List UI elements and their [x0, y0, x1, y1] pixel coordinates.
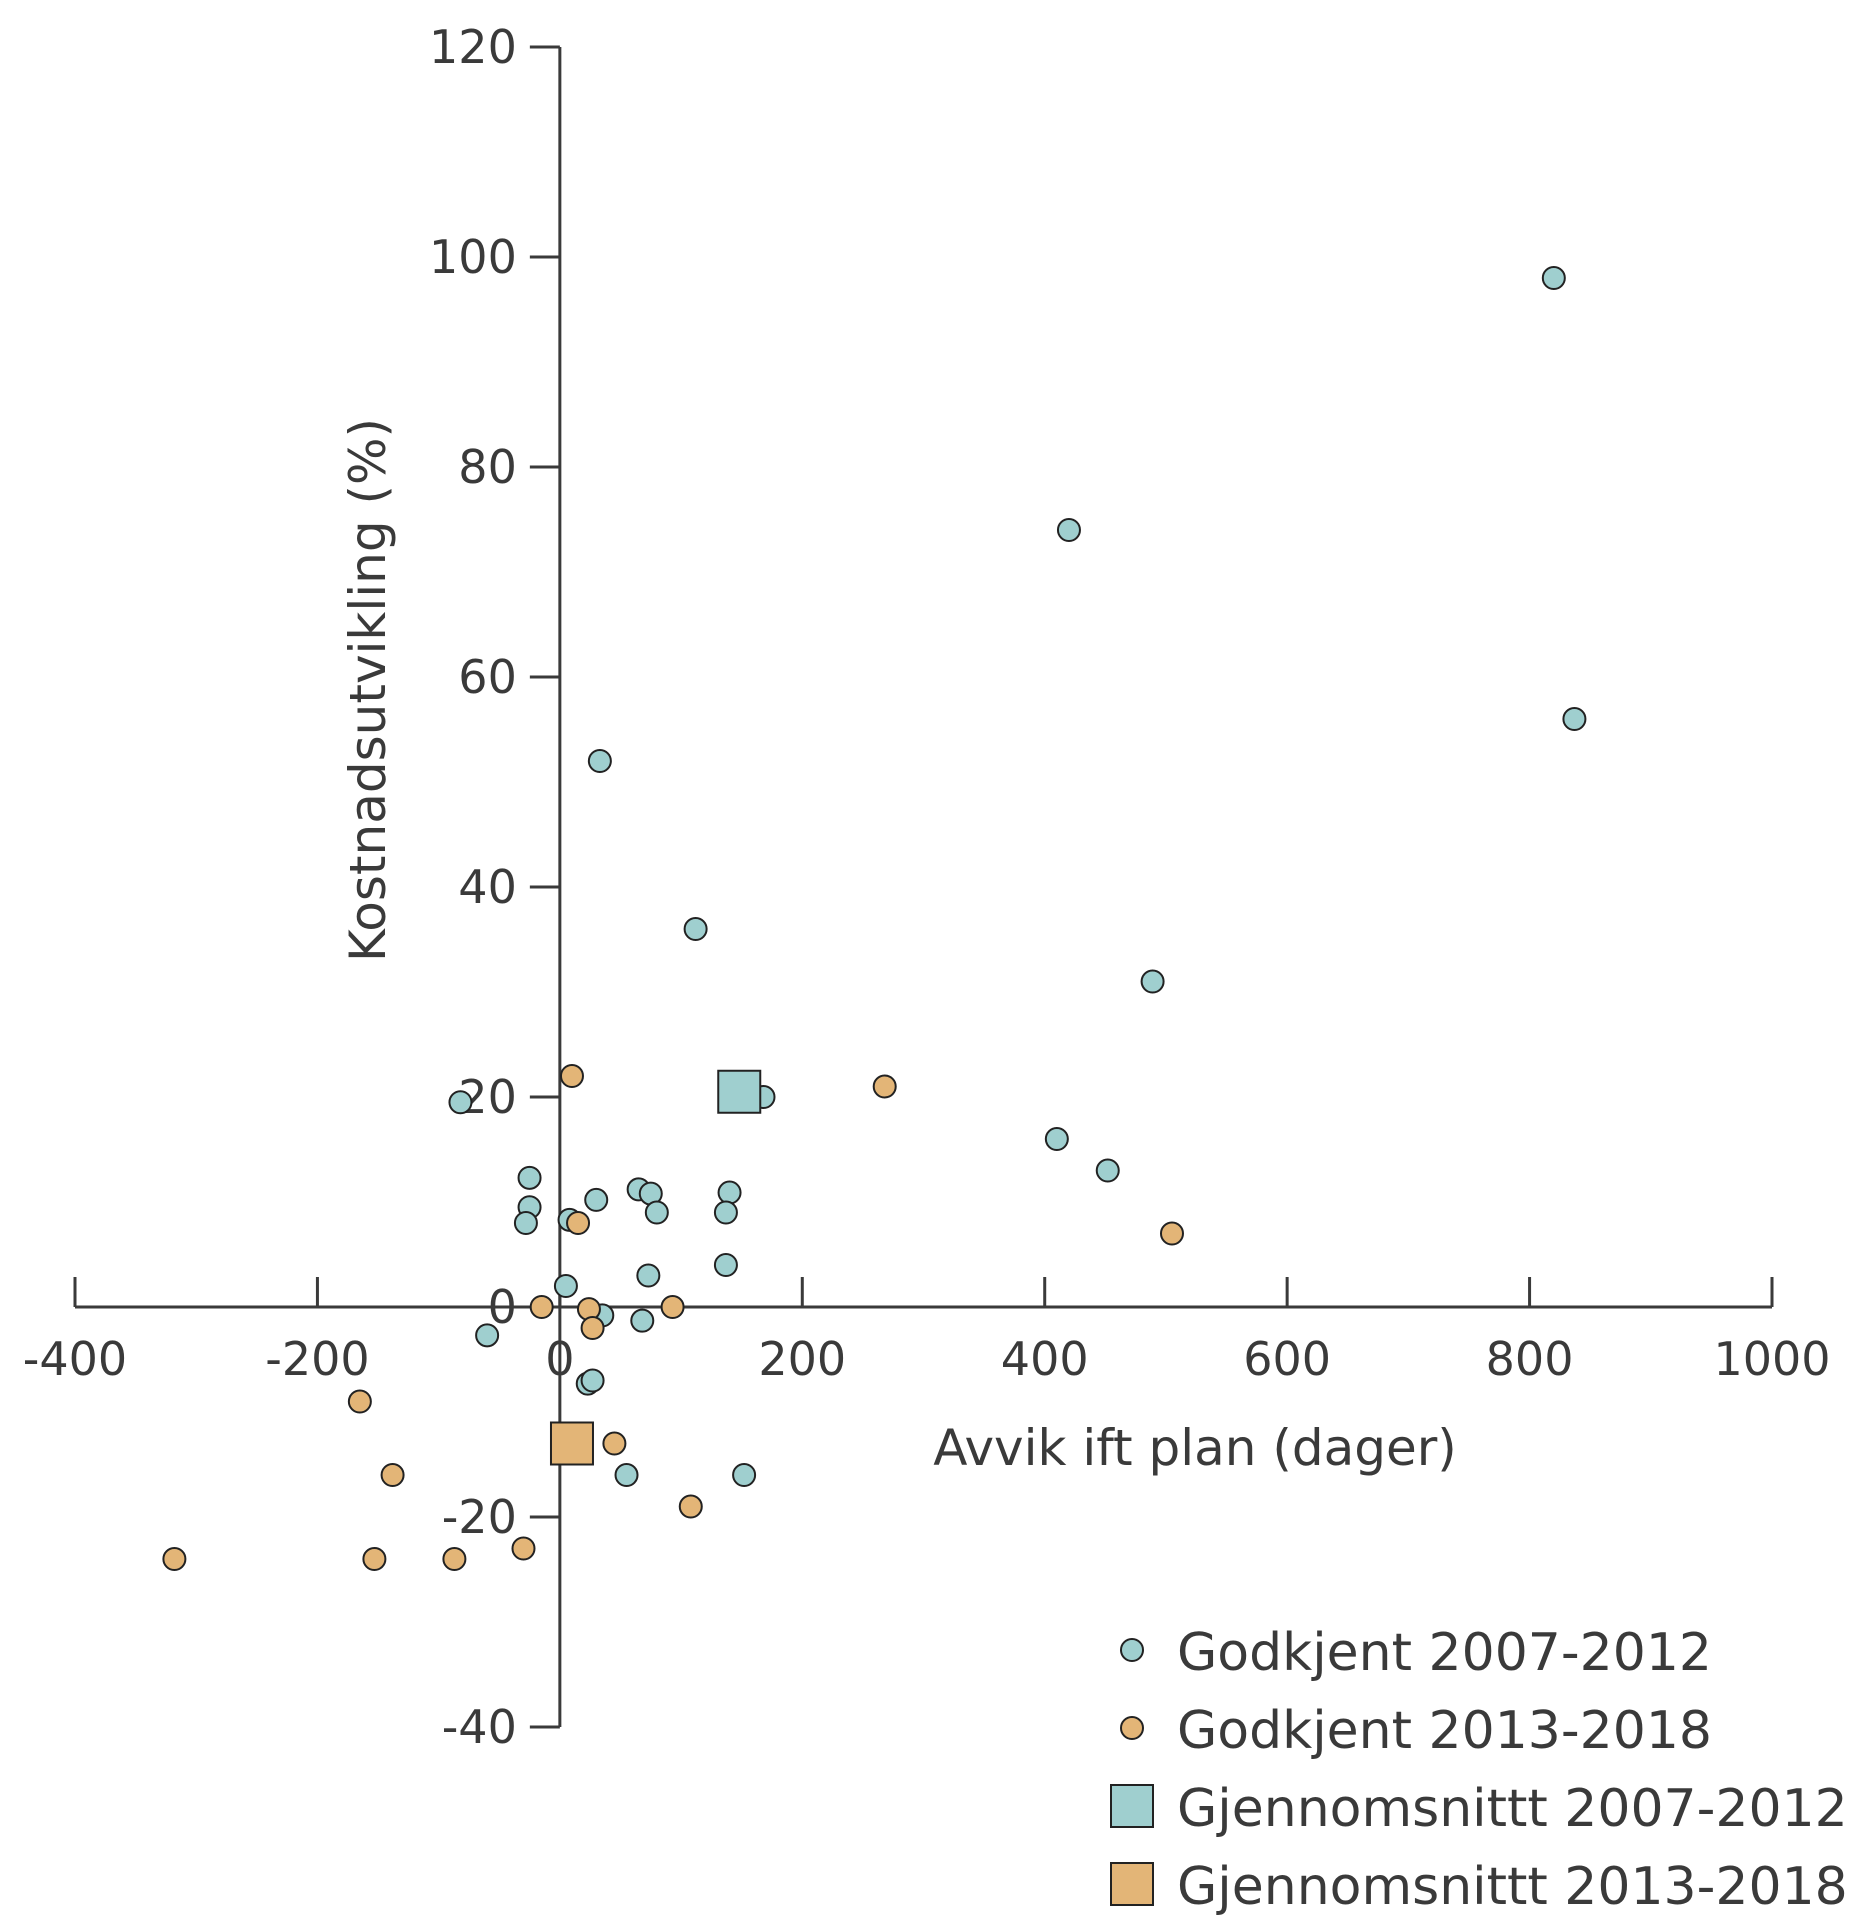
data-point — [553, 1274, 578, 1298]
x-tick-label: 800 — [1486, 1332, 1574, 1386]
legend-label: Gjennomsnittt 2007-2012 — [1177, 1779, 1848, 1839]
x-tick-label: 1000 — [1713, 1332, 1830, 1386]
data-point — [362, 1547, 387, 1571]
legend-label: Godkjent 2007-2012 — [1177, 1623, 1712, 1683]
data-point — [614, 1463, 639, 1487]
y-tick-label: 60 — [458, 650, 517, 704]
data-point — [713, 1200, 738, 1225]
y-tick-label: 40 — [458, 860, 517, 914]
legend-square-marker — [1110, 1784, 1154, 1828]
data-point — [644, 1200, 669, 1225]
data-point — [660, 1295, 685, 1319]
data-point — [1095, 1158, 1120, 1183]
x-tick-label: 600 — [1243, 1332, 1331, 1386]
x-tick-label: -200 — [265, 1332, 369, 1386]
data-point — [1159, 1221, 1184, 1246]
data-point — [162, 1547, 187, 1571]
data-point — [347, 1389, 372, 1414]
data-point — [529, 1295, 554, 1319]
data-points — [162, 266, 1587, 1571]
data-point — [1140, 969, 1165, 994]
data-point — [683, 917, 708, 941]
data-point — [475, 1323, 500, 1348]
data-point — [732, 1463, 757, 1487]
data-point — [713, 1253, 738, 1277]
data-point — [380, 1463, 405, 1487]
x-tick-label: 200 — [758, 1332, 846, 1386]
data-point — [587, 749, 612, 773]
data-point — [513, 1211, 538, 1235]
data-point — [517, 1165, 542, 1190]
data-point — [448, 1090, 473, 1115]
data-point — [636, 1263, 661, 1288]
data-point — [580, 1316, 605, 1340]
y-tick-label: 120 — [429, 20, 517, 74]
x-tick-label: 0 — [545, 1332, 574, 1386]
legend-label: Godkjent 2013-2018 — [1177, 1701, 1712, 1761]
data-point — [630, 1308, 655, 1333]
axes: -400 -200 0 200 400 600 800 1000-40-20020406080… — [23, 20, 1831, 1754]
y-tick-label: -40 — [442, 1700, 517, 1754]
data-point — [566, 1211, 591, 1235]
data-point — [511, 1536, 536, 1561]
data-point — [1541, 266, 1566, 290]
data-point — [602, 1431, 627, 1456]
data-point — [1562, 707, 1587, 731]
data-point — [580, 1368, 605, 1393]
data-point — [1044, 1127, 1069, 1151]
data-point — [442, 1547, 467, 1571]
mean-square-marker — [549, 1421, 594, 1466]
legend-circle-marker — [1120, 1638, 1144, 1662]
data-point — [584, 1187, 609, 1212]
legend-label: Gjennomsnittt 2013-2018 — [1177, 1857, 1848, 1917]
mean-square-marker — [717, 1069, 762, 1114]
x-axis-title: Avvik ift plan (dager) — [933, 1419, 1457, 1477]
data-point — [872, 1074, 897, 1099]
x-tick-label: -400 — [23, 1332, 127, 1386]
y-tick-label: 80 — [458, 440, 517, 494]
data-point — [678, 1494, 703, 1519]
y-tick-label: 100 — [429, 230, 517, 284]
legend-square-marker — [1110, 1862, 1154, 1906]
data-point — [559, 1064, 584, 1088]
y-tick-label: -20 — [442, 1490, 517, 1544]
data-point — [1056, 518, 1081, 542]
x-tick-label: 400 — [1001, 1332, 1089, 1386]
y-axis-title: Kostnadsutvikling (%) — [339, 418, 397, 962]
legend-circle-marker — [1120, 1716, 1144, 1740]
legend: Godkjent 2007-2012 Godkjent 2013-2018 Gjen… — [1110, 1623, 1848, 1917]
data-point — [717, 1180, 742, 1205]
